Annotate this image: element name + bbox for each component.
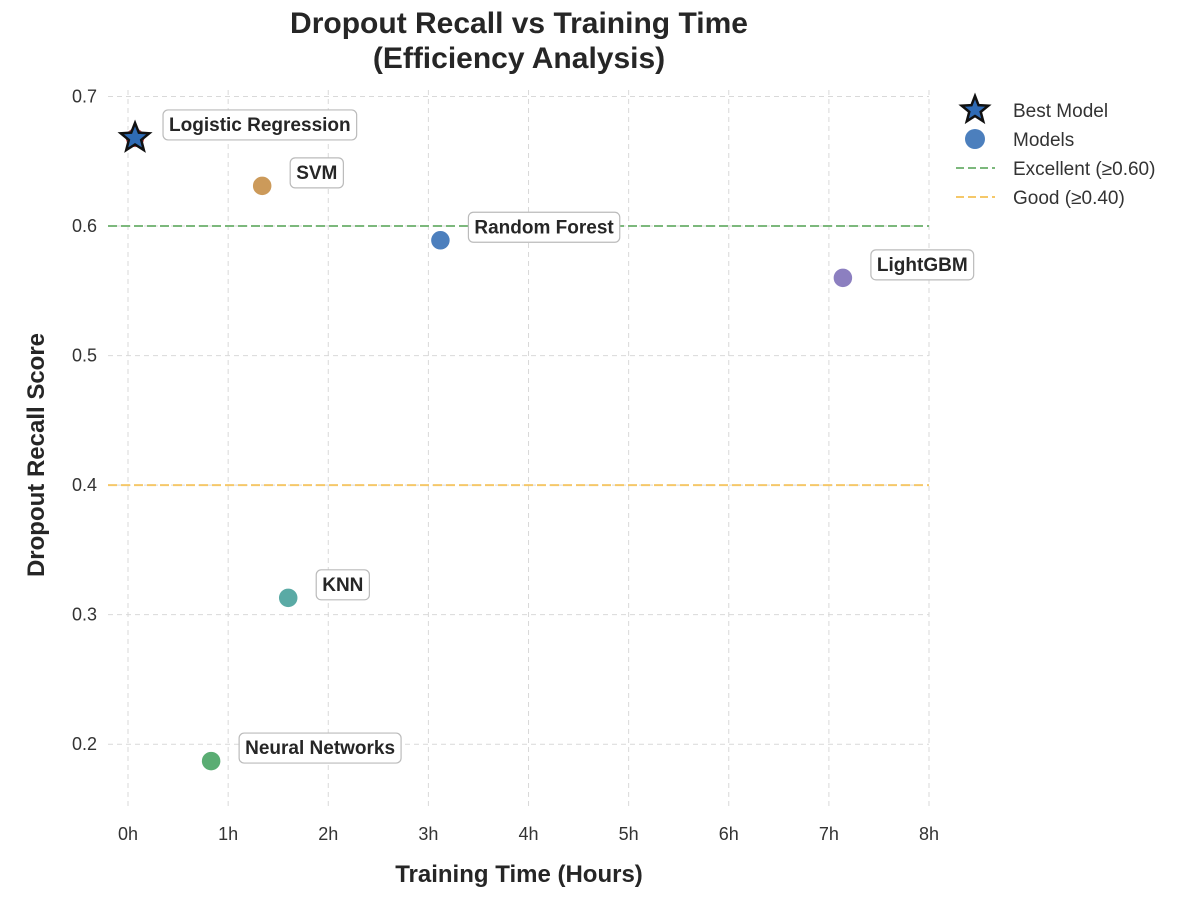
best-model-star	[117, 119, 153, 153]
legend-item: Excellent (≥0.60)	[956, 159, 1155, 180]
point-label-box	[238, 732, 402, 764]
point-label-text: Random Forest	[474, 217, 614, 238]
x-tick-label: 3h	[418, 824, 438, 844]
legend-item: Best Model	[958, 92, 1108, 125]
y-tick-label: 0.3	[72, 605, 97, 625]
x-axis-label: Training Time (Hours)	[395, 861, 643, 888]
x-axis-ticks: 0h 1h 2h 3h 4h 5h 6h 7h 8h	[118, 824, 939, 844]
x-tick-label: 5h	[619, 824, 639, 844]
y-tick-label: 0.7	[72, 86, 97, 106]
point-label-text: KNN	[322, 575, 363, 596]
legend: Best Model Models Excellent (≥0.60) Good (≥…	[956, 92, 1155, 209]
point-label: LightGBM	[870, 249, 975, 281]
data-points: Logistic Regression SVM Random Forest Light…	[117, 109, 975, 772]
y-tick-label: 0.5	[72, 346, 97, 366]
chart-title-line-2: (Efficiency Analysis)	[373, 42, 665, 75]
y-axis-label: Dropout Recall Score	[23, 333, 50, 577]
x-tick-label: 2h	[318, 824, 338, 844]
grid	[108, 90, 930, 809]
legend-item: Models	[965, 129, 1074, 151]
y-tick-label: 0.6	[72, 216, 97, 236]
chart-title-line-1: Dropout Recall vs Training Time	[290, 7, 748, 40]
point-label-box	[162, 109, 358, 141]
legend-label: Models	[1013, 130, 1074, 151]
data-point	[251, 175, 273, 197]
legend-star-icon	[958, 92, 992, 125]
point-label-text: LightGBM	[877, 255, 968, 276]
data-point	[429, 229, 452, 252]
x-tick-label: 6h	[719, 824, 739, 844]
x-tick-label: 1h	[218, 824, 238, 844]
point-label-text: Neural Networks	[245, 738, 395, 759]
point-label-text: Logistic Regression	[169, 115, 351, 136]
data-point	[832, 267, 854, 289]
legend-label: Good (≥0.40)	[1013, 188, 1125, 209]
point-label: Random Forest	[467, 211, 621, 243]
legend-circle-icon	[965, 129, 985, 149]
y-tick-label: 0.2	[72, 734, 97, 754]
point-label-text: SVM	[296, 163, 337, 184]
data-point	[277, 587, 299, 609]
x-tick-label: 0h	[118, 824, 138, 844]
point-label-box	[870, 249, 975, 281]
point-label: SVM	[289, 157, 344, 189]
point-label-box	[467, 211, 621, 243]
x-tick-label: 7h	[819, 824, 839, 844]
y-axis-ticks: 0.2 0.3 0.4 0.5 0.6 0.7	[72, 86, 97, 754]
x-tick-label: 4h	[518, 824, 538, 844]
point-label: Logistic Regression	[162, 109, 358, 141]
y-tick-label: 0.4	[72, 475, 97, 495]
x-tick-label: 8h	[919, 824, 939, 844]
point-label: KNN	[315, 569, 370, 601]
point-label-box	[289, 157, 344, 189]
point-label-box	[315, 569, 370, 601]
data-point	[200, 750, 222, 772]
legend-label: Best Model	[1013, 101, 1108, 122]
legend-label: Excellent (≥0.60)	[1013, 159, 1155, 180]
legend-item: Good (≥0.40)	[956, 188, 1125, 209]
point-label: Neural Networks	[238, 732, 402, 764]
